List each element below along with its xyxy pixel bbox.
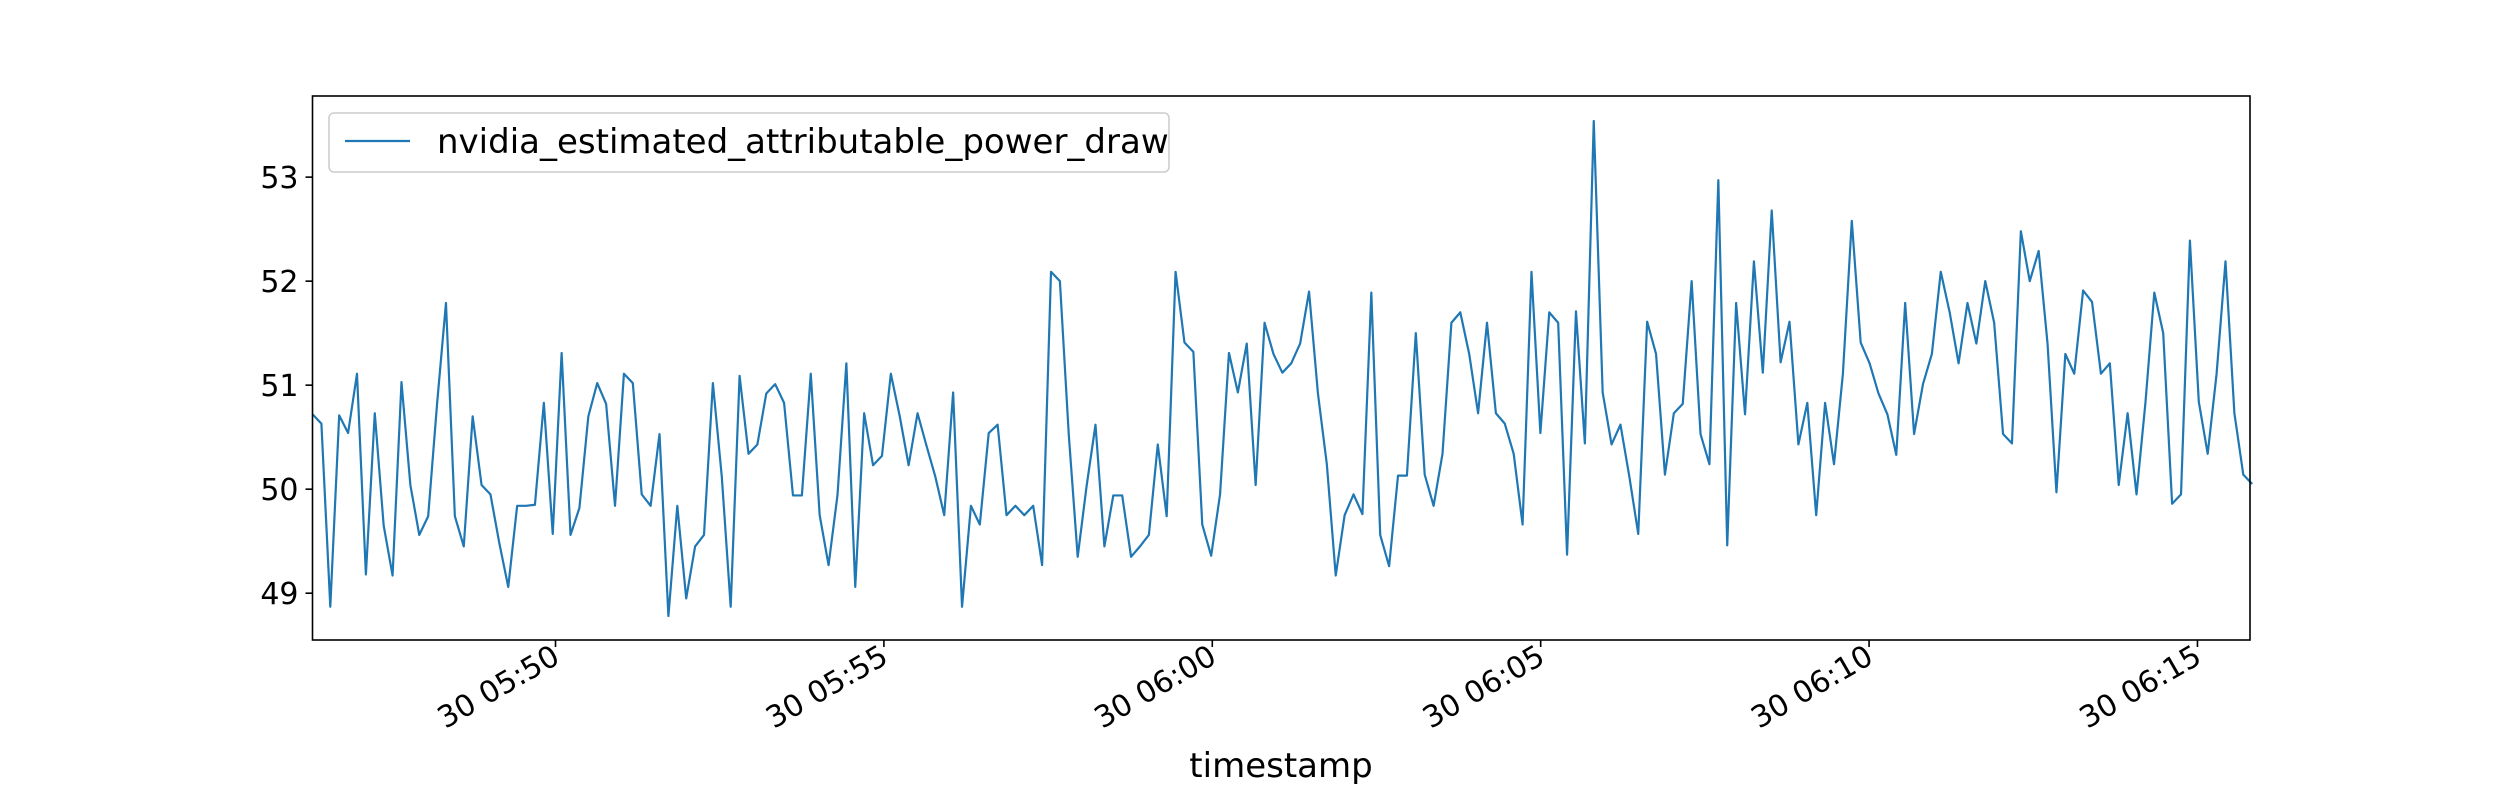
legend: nvidia_estimated_attributable_power_draw bbox=[328, 112, 1170, 173]
y-tick-label: 49 bbox=[260, 577, 298, 612]
series-line bbox=[311, 119, 2253, 618]
y-tick-label: 50 bbox=[260, 473, 298, 508]
y-tick-label: 53 bbox=[260, 161, 298, 196]
y-axis-ticks: 49 50 51 52 53 bbox=[260, 161, 313, 612]
y-tick-label: 51 bbox=[260, 369, 298, 404]
legend-label: nvidia_estimated_attributable_power_draw bbox=[437, 122, 1169, 162]
legend-box bbox=[328, 112, 1170, 173]
y-tick-label: 52 bbox=[260, 265, 298, 300]
series-layer bbox=[311, 119, 2253, 618]
plot-frame bbox=[311, 95, 2251, 641]
x-axis-label: timestamp bbox=[1189, 746, 1372, 786]
